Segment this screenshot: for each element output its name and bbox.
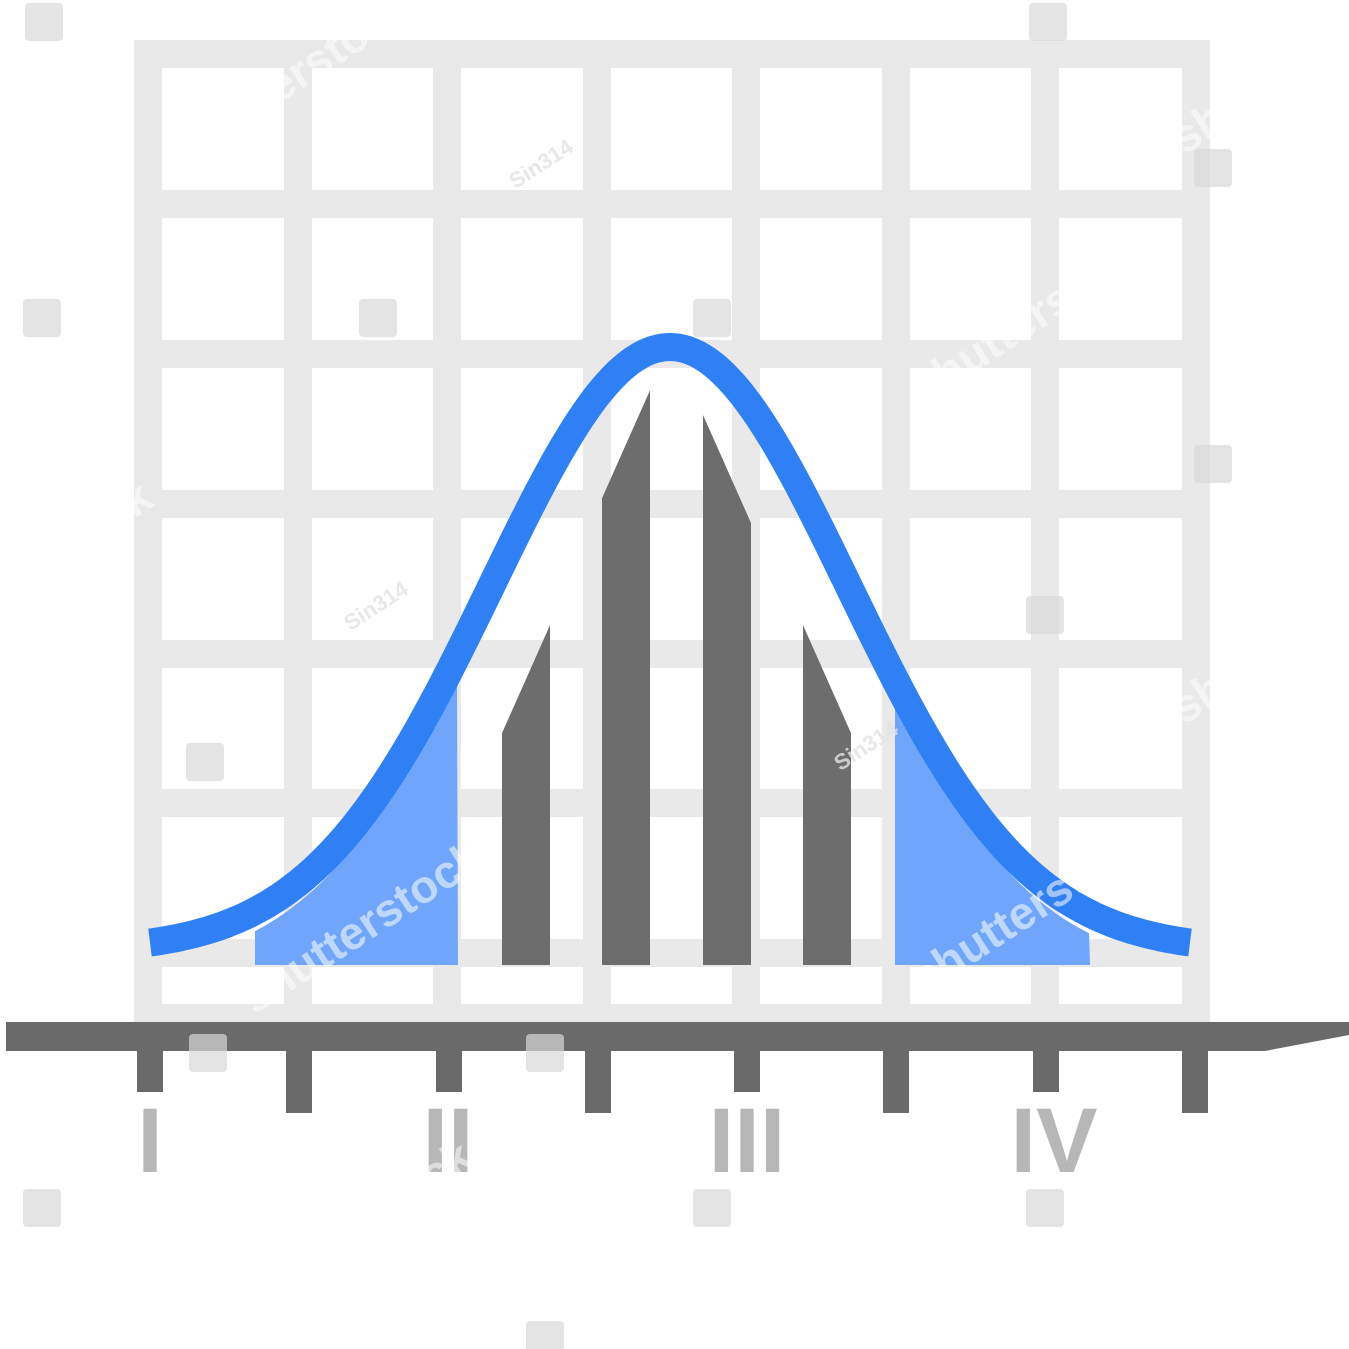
bar-1 — [502, 625, 550, 965]
watermark-logo-icon — [189, 1034, 227, 1072]
watermark-logo-icon — [693, 299, 731, 337]
watermark-logo-icon — [1026, 596, 1064, 634]
watermark-logo-icon — [23, 299, 61, 337]
bell-curve-line — [140, 333, 1200, 957]
axis-label-4: IV — [1011, 1090, 1098, 1192]
right-tail-area — [895, 699, 1090, 965]
watermark-logo-icon — [1194, 445, 1232, 483]
watermark-logo-icon — [693, 1189, 731, 1227]
left-tail-area — [255, 675, 458, 965]
watermark-logo-icon — [526, 1034, 564, 1072]
watermark-logo-icon — [1029, 3, 1067, 41]
axis-line — [6, 1022, 1349, 1051]
watermark-logo-icon — [23, 1189, 61, 1227]
axis-tick-3 — [436, 1046, 462, 1092]
axis-tick-2 — [286, 1046, 312, 1113]
bar-3 — [703, 414, 751, 966]
watermark-logo-icon — [186, 743, 224, 781]
watermark-logo-icon — [359, 299, 397, 337]
axis-tick-4 — [585, 1046, 611, 1113]
watermark-logo-icon — [25, 3, 63, 41]
watermark-logo-icon — [1194, 149, 1232, 187]
axis-label-3: III — [709, 1090, 786, 1192]
axis-tick-7 — [1033, 1046, 1059, 1092]
axis-tick-5 — [734, 1046, 760, 1092]
tail-areas — [255, 675, 1090, 965]
watermark-brand: shutterstock — [221, 1129, 481, 1323]
watermark-logo-icon — [1026, 1189, 1064, 1227]
axis-tick-8 — [1182, 1046, 1208, 1113]
bell-curve — [140, 333, 1200, 957]
watermark-contributor: Sin314 — [339, 575, 413, 635]
watermark-logo-icon — [526, 1321, 564, 1349]
axis-tick-1 — [137, 1046, 163, 1092]
x-axis — [6, 1022, 1349, 1113]
axis-label-2: II — [422, 1090, 473, 1192]
grid-frame — [134, 40, 1210, 1032]
bars — [502, 390, 851, 966]
bar-4 — [803, 625, 851, 965]
axis-tick-6 — [883, 1046, 909, 1113]
axis-label-1: I — [137, 1090, 163, 1192]
axis-labels: I II III IV — [137, 1090, 1097, 1192]
watermark-contributor: Sin314 — [504, 133, 578, 193]
bar-2 — [602, 390, 650, 965]
